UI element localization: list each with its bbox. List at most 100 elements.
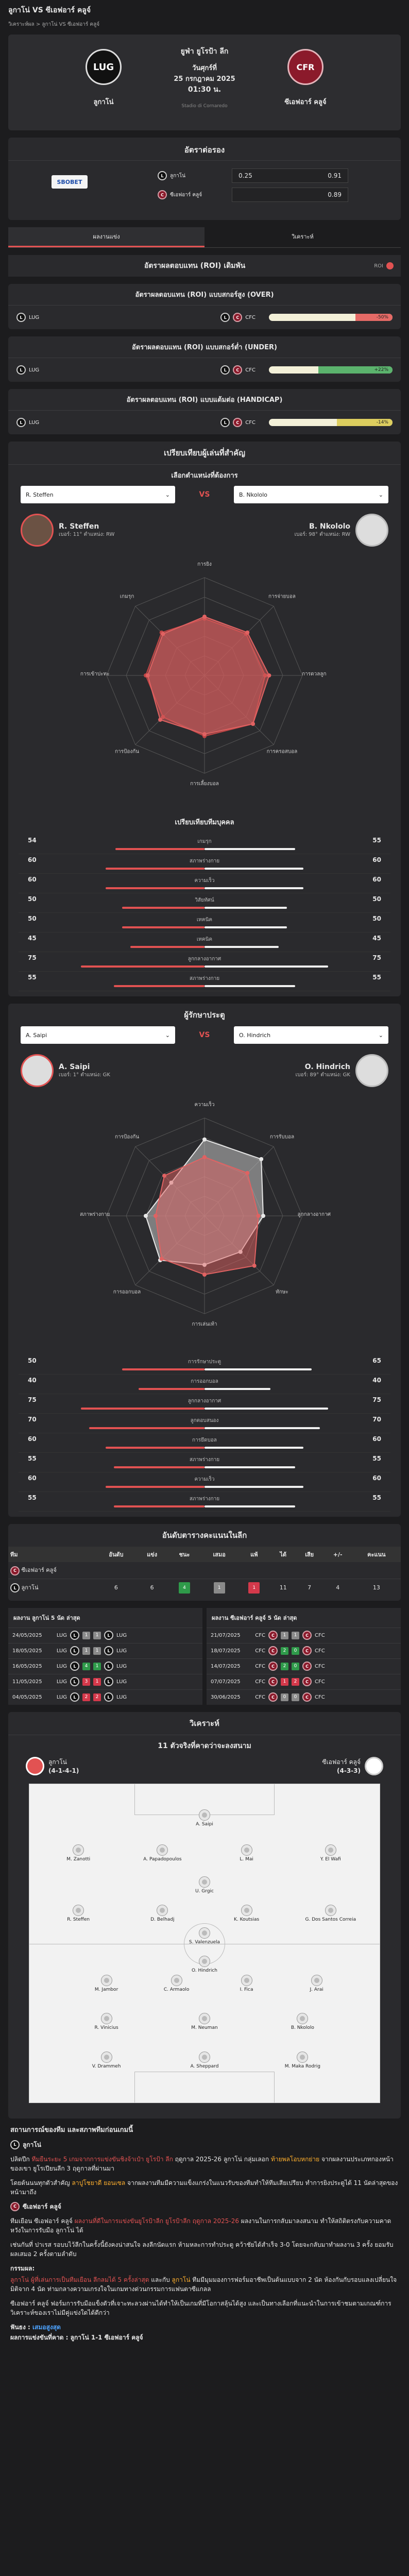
lineup-player[interactable]: U. Grgic [179,1876,230,1894]
right-keeper-select[interactable]: O. Hindrich ⌄ [233,1026,388,1044]
team-logo-icon: C [233,418,243,427]
lineup-player-name: V. Drammeh [92,2063,121,2069]
form-score-away: 1 [93,1662,101,1670]
roi-block: อัตราผลตอบแทน (ROI) แบบแต้มต่อ (HANDICAP… [8,389,401,434]
form-date: 07/07/2025 [211,1679,241,1685]
form-date: 18/07/2025 [211,1648,241,1654]
form-match-row[interactable]: 16/05/2025 LUG L 4 1 L LUG [8,1658,202,1674]
player-kit-icon [199,1876,210,1888]
lineup-player[interactable]: A. Papadopoulos [137,1844,188,1862]
lineup-player[interactable]: R. Vinicius [81,2013,132,2030]
radar-axis-label: การเข้าปะทะ [80,671,110,677]
lineup-player[interactable]: C. Armaolo [151,1975,202,1992]
home-team-logo[interactable]: LUG [86,49,122,85]
match-day: วันศุกร์ที่ [192,64,217,72]
roi-block: อัตราผลตอบแทน (ROI) แบบสกอร์สูง (OVER) L L… [8,284,401,329]
stat-row: 60 สภาพร่างกาย 60 [19,854,390,874]
away-team-logo[interactable]: CFR [287,49,323,85]
form-match-row[interactable]: 07/07/2025 CFC C 1 2 C CFC [207,1673,401,1689]
tab-results[interactable]: ผลงานแข่ง [8,227,204,247]
lineup-player-name: R. Vinicius [94,2025,118,2031]
table-row[interactable]: L ลูกาโน่ 6 6 4 1 1 11 7 4 13 [8,1579,401,1597]
lineup-player[interactable]: K. Koutsias [221,1905,272,1922]
form-score-away: 0 [292,1662,299,1670]
form-score-home: 2 [281,1647,288,1655]
lineup-player[interactable]: Y. El Wafi [305,1844,356,1862]
lineup-player[interactable]: A. Sheppard [179,2051,230,2069]
form-match-row[interactable]: 18/07/2025 CFC C 2 0 C CFC [207,1642,401,1658]
odds-box[interactable]: 0.25 0.91 [232,168,348,183]
radar-point [144,1214,148,1218]
stat-right-value: 55 [372,1494,381,1501]
away-team-name[interactable]: ซีเอฟอาร์ คลูจ์ [284,98,327,106]
stat-right-value: 55 [372,974,381,981]
form-away-abbr: LUG [116,1679,127,1685]
form-score-home: 2 [82,1693,90,1701]
lineup-player[interactable]: A. Saipi [179,1809,230,1827]
article-link[interactable]: ผลงานที่ดีในการแข่งขันยูโรป้าลีก ยูโรป้า… [74,2217,239,2225]
form-away-abbr: CFC [315,1663,325,1669]
table-title: อันดับตารางคะแนนในลีก [162,1531,247,1540]
article-link[interactable]: ทีมยืนระยะ 5 เกมจากการแข่งขันชิงจ้าเป๋า … [31,2155,173,2163]
lineup-player[interactable]: M. Neuman [179,2013,230,2030]
stat-right-value: 40 [372,1377,381,1384]
match-header: LUG ลูกาโน่ CFR ซีเอฟอาร์ คลูจ์ ยูฟ่า ยู… [8,35,401,130]
article-link[interactable]: ลูกาโน่ ผู้ที่เล่นการเป็นทีมเยือน ลีกลมไ… [10,2276,149,2283]
stat-left-bar [81,965,204,968]
form-away-abbr: LUG [116,1663,127,1669]
form-score-away: 2 [292,1677,299,1686]
form-match-row[interactable]: 21/07/2025 CFC C 1 1 C CFC [207,1627,401,1643]
roi-toggle-dot[interactable] [386,262,394,269]
player-meta: เบอร์: 1° ตำแหน่ง: GK [59,1072,110,1078]
home-team-name[interactable]: ลูกาโน่ [93,98,114,106]
radar-axis-label: การจ่ายบอล [268,594,296,600]
form-away-abbr: CFC [315,1694,325,1700]
form-match-row[interactable]: 04/05/2025 LUG L 2 2 L LUG [8,1689,202,1705]
lineup-player[interactable]: L. Mai [221,1844,272,1862]
form-match-row[interactable]: 11/05/2025 LUG L 3 1 L LUG [8,1673,202,1689]
left-keeper-select[interactable]: A. Saipi ⌄ [21,1026,175,1044]
away-form-panel: ผลงาน ซีเอฟอาร์ คลูจ์ 5 นัด ล่าสุด 21/07… [207,1607,401,1705]
player-name: O. Hindrich [304,1062,350,1071]
lineup-player[interactable]: M. Jambor [81,1975,132,1992]
lineup-player[interactable]: I. Fica [221,1975,272,1992]
right-player-select[interactable]: B. Nkololo ⌄ [233,486,388,503]
roi-block-title: อัตราผลตอบแทน (ROI) แบบแต้มต่อ (HANDICAP… [8,389,401,411]
lineup-player[interactable]: S. Valenzuela [179,1927,230,1945]
lineup-player[interactable]: G. Dos Santos Correia [305,1905,356,1922]
team-abbr: LUG [29,314,40,320]
form-match-row[interactable]: 18/05/2025 LUG L 1 1 L LUG [8,1642,202,1658]
breadcrumb-home[interactable]: วิเคราะห์ผล [8,22,35,27]
form-score-home: 0 [281,1693,288,1701]
odds-price: 0.91 [328,172,342,179]
radar-axis-label: ความเร็ว [195,1100,215,1108]
lineup-player[interactable]: O. Hindrich [179,1956,230,1973]
stat-right-bar [204,946,279,948]
table-cell [271,1562,296,1579]
tab-analysis[interactable]: วิเคราะห์ [292,233,314,240]
radar-axis-label: การดวลลูก [302,671,326,677]
lineup-player[interactable]: B. Nkololo [277,2013,328,2030]
stat-right-value: 50 [372,895,381,903]
form-match-row[interactable]: 30/06/2025 CFC C 0 0 C CFC [207,1689,401,1705]
player-kit-icon [199,1809,210,1821]
stat-left-bar [106,868,204,870]
sbobet-logo[interactable]: SBOBET [52,175,88,189]
stat-left-bar [114,985,204,987]
stat-right-value: 55 [372,1455,381,1462]
odds-box[interactable]: 0.89 [232,188,348,202]
breadcrumb-current: ลูกาโน่ VS ซีเอฟอาร์ คลูจ์ [42,22,100,27]
stat-right-bar [204,1505,295,1507]
lineup-player[interactable]: M. Zanotti [53,1844,104,1862]
form-match-row[interactable]: 14/07/2025 CFC C 2 0 C CFC [207,1658,401,1674]
table-team: ลูกาโน่ [21,1584,39,1591]
table-row[interactable]: C ซีเอฟอาร์ คลูจ์ [8,1562,401,1579]
lineup-player[interactable]: V. Drammeh [81,2051,132,2069]
lineup-player[interactable]: M. Maka Rodrig [277,2051,328,2069]
form-match-row[interactable]: 24/05/2025 LUG L 1 1 L LUG [8,1627,202,1643]
left-player-select[interactable]: R. Steffen ⌄ [21,486,175,503]
lineup-player[interactable]: D. Belhadj [137,1905,188,1922]
stat-row: 70 ลูกตอบสนอง 70 [19,1414,390,1433]
lineup-player[interactable]: J. Arai [291,1975,343,1992]
lineup-player[interactable]: R. Steffen [53,1905,104,1922]
